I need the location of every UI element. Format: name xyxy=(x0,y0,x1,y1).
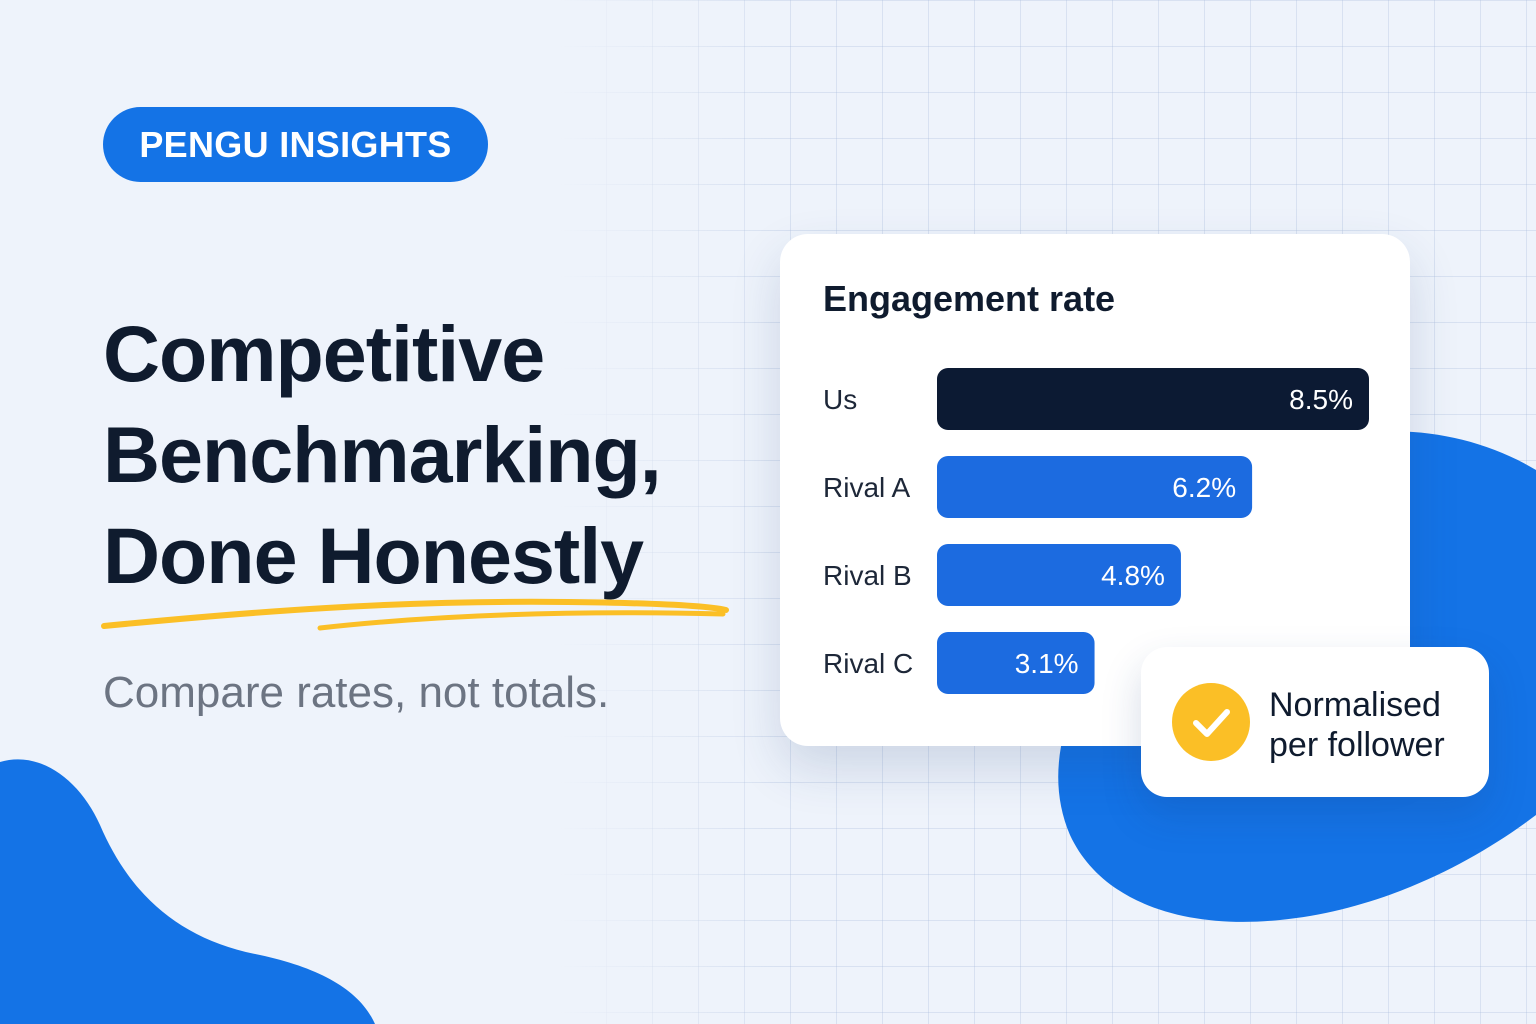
chart-title: Engagement rate xyxy=(823,278,1116,319)
headline-line-2: Benchmarking, xyxy=(103,410,662,499)
category-label-rival-c: Rival C xyxy=(823,648,913,679)
category-label-rival-b: Rival B xyxy=(823,560,912,591)
bar-rival-a xyxy=(937,456,1253,518)
category-label-rival-a: Rival A xyxy=(823,472,910,503)
decorative-blob-left xyxy=(0,759,375,1024)
engagement-bar-chart: Us 8.5% Rival A 6.2% Rival B 4.8% Rival C 3.1% xyxy=(823,368,1369,694)
note-line-2: per follower xyxy=(1269,726,1445,764)
bar-rival-b xyxy=(937,544,1181,606)
headline-underline xyxy=(101,598,729,631)
subtitle: Compare rates, not totals. xyxy=(103,668,610,717)
headline-line-3: Done Honestly xyxy=(103,511,644,600)
check-icon xyxy=(1172,683,1250,761)
normalised-note: Normalised per follower xyxy=(1141,647,1489,797)
bar-us xyxy=(937,368,1369,430)
chart-card: Engagement rate Us 8.5% Rival A 6.2% Rival B… xyxy=(780,234,1410,746)
brand-badge: PENGU INSIGHTS xyxy=(103,107,488,182)
note-line-1: Normalised xyxy=(1269,686,1441,724)
value-label-rival-b: 4.8% xyxy=(1101,560,1165,591)
value-label-us: 8.5% xyxy=(1289,384,1353,415)
headline: Competitive Benchmarking, Done Honestly xyxy=(103,303,662,606)
bar-rival-c xyxy=(937,632,1095,694)
note-text: Normalised per follower xyxy=(1269,685,1445,765)
category-label-us: Us xyxy=(823,384,857,415)
value-label-rival-a: 6.2% xyxy=(1172,472,1236,503)
value-label-rival-c: 3.1% xyxy=(1015,648,1079,679)
headline-line-1: Competitive xyxy=(103,309,545,398)
